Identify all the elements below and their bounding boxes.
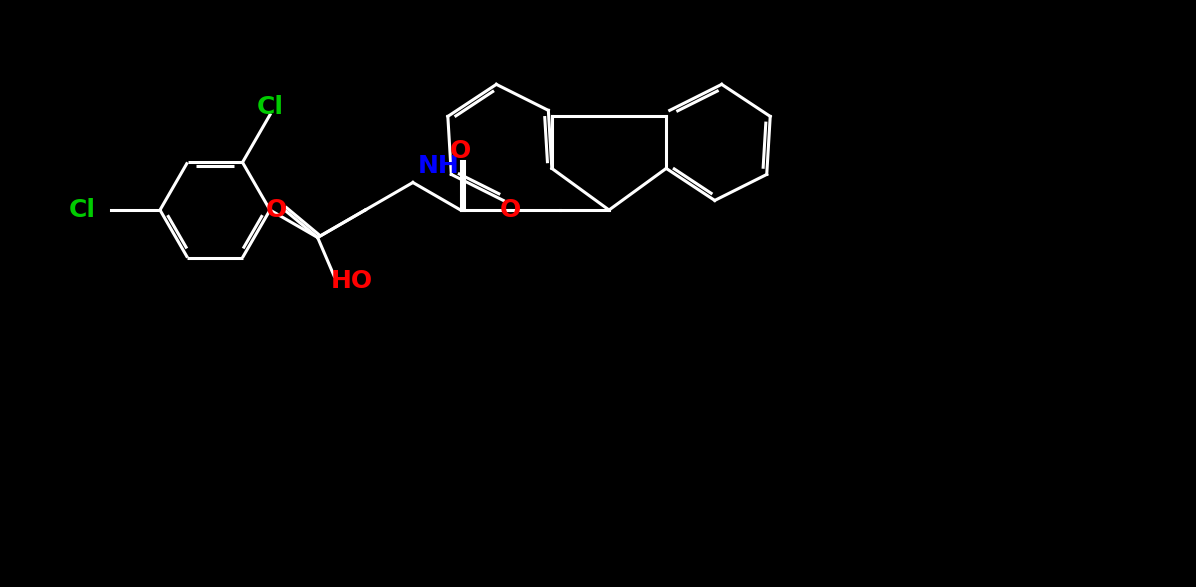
- Text: NH: NH: [417, 153, 459, 177]
- Text: Cl: Cl: [256, 95, 283, 119]
- Text: O: O: [450, 139, 471, 163]
- Text: O: O: [500, 198, 520, 222]
- Text: O: O: [266, 198, 287, 222]
- Text: HO: HO: [331, 269, 373, 293]
- Text: Cl: Cl: [68, 198, 96, 222]
